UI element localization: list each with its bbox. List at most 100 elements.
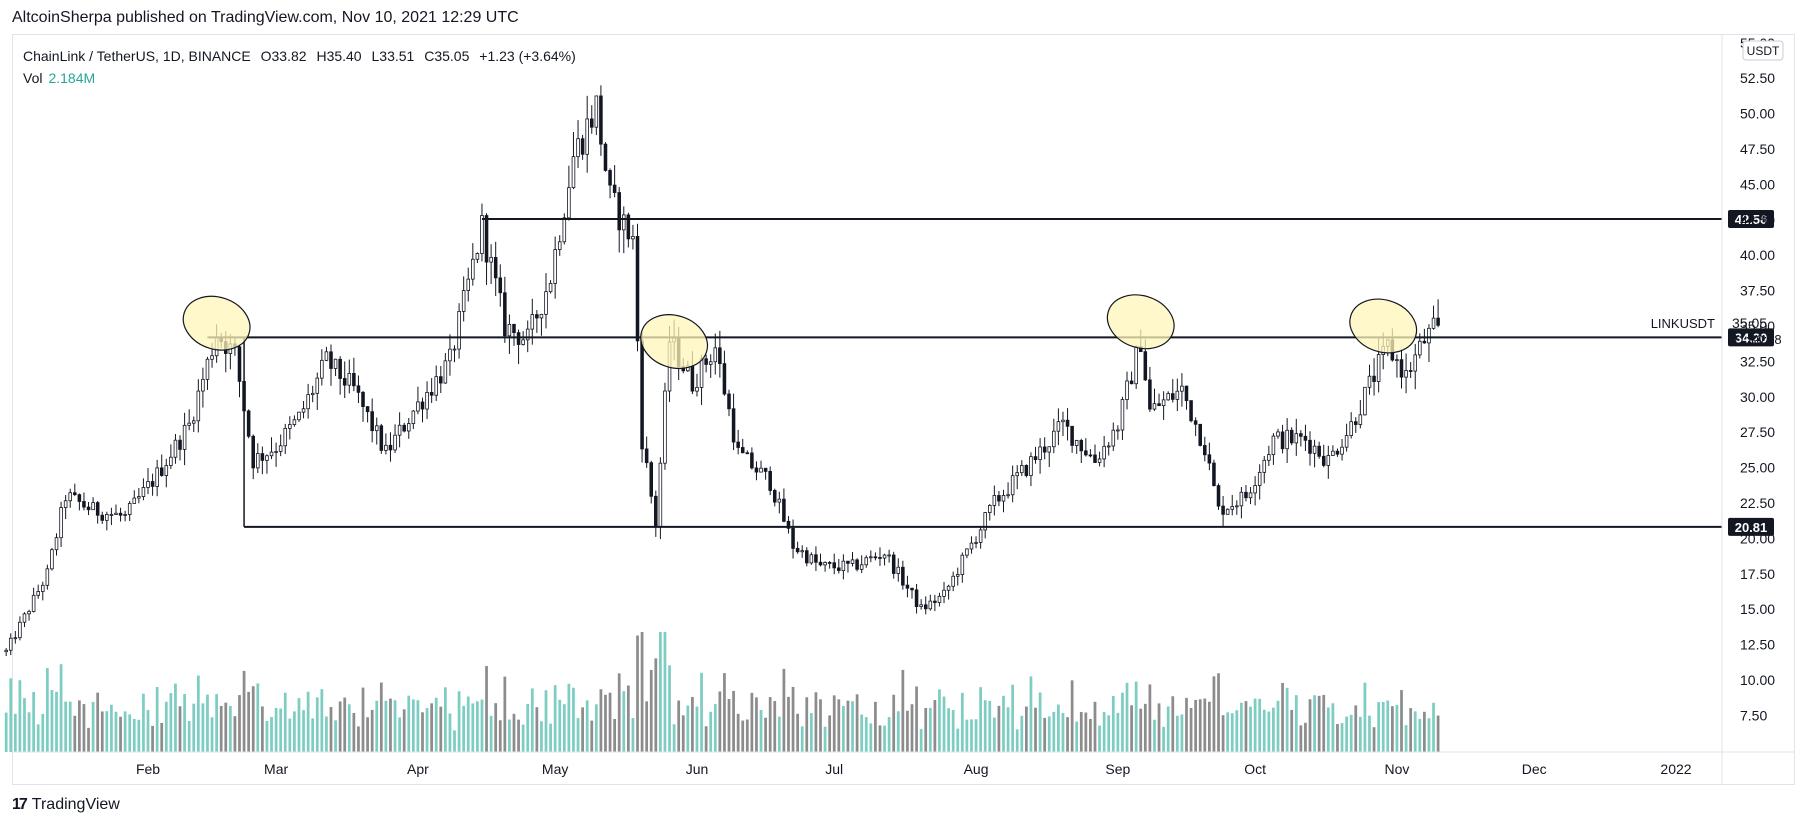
candle — [713, 333, 718, 375]
volume-bar — [521, 724, 525, 752]
volume-bar — [36, 724, 40, 752]
volume-bar — [503, 676, 507, 752]
candle — [594, 95, 599, 136]
candle — [1166, 391, 1170, 401]
horizontal-levels[interactable]: 42.56 34.20 20.81 — [207, 209, 1774, 536]
volume-bar — [1052, 711, 1056, 752]
candle — [265, 454, 269, 474]
candle — [1257, 464, 1262, 500]
highlight-ellipse[interactable] — [1343, 291, 1424, 361]
candle — [622, 206, 626, 254]
y-tick-label: 40.00 — [1740, 247, 1775, 263]
highlight-ellipse[interactable] — [634, 306, 715, 376]
volume-bar — [1070, 680, 1074, 752]
volume-bar — [123, 711, 127, 752]
volume-bar — [78, 700, 81, 752]
volume-bar — [1317, 695, 1321, 752]
volume-bar — [1235, 710, 1239, 752]
symbol-title[interactable]: ChainLink / TetherUS, 1D, BINANCE — [23, 48, 251, 64]
volume-bar — [745, 719, 749, 752]
candle — [1116, 425, 1120, 440]
volume-bar — [64, 701, 68, 752]
candle — [333, 358, 338, 377]
volume-label[interactable]: Vol — [23, 70, 43, 86]
candle — [187, 409, 191, 431]
volume-bar — [951, 709, 955, 752]
volume-bars — [4, 632, 1440, 752]
candle — [1267, 445, 1271, 467]
volume-bar — [448, 713, 452, 752]
candle — [1093, 444, 1097, 463]
volume-bar — [997, 705, 1001, 752]
volume-bar — [604, 694, 607, 752]
volume-bar — [476, 701, 479, 752]
volume-bar — [357, 726, 360, 752]
volume-bar — [1377, 702, 1381, 752]
time-scale[interactable]: Feb Mar Apr May Jun Jul Aug Sep Oct Nov Dec 2022 — [136, 761, 1692, 777]
volume-bar — [1029, 676, 1033, 752]
volume-bar — [375, 700, 379, 752]
volume-bar — [100, 711, 104, 752]
y-tick-label: 32.50 — [1740, 353, 1775, 369]
volume-bar — [819, 699, 822, 752]
footer-brand[interactable]: 17 TradingView — [12, 796, 120, 814]
volume-bar — [700, 672, 703, 752]
volume-bar — [1057, 704, 1060, 752]
highlight-ellipse[interactable] — [1100, 287, 1181, 357]
volume-bar — [1404, 725, 1408, 752]
volume-bar — [4, 712, 8, 752]
candle — [86, 501, 91, 516]
volume-bar — [645, 701, 649, 752]
volume-bar — [1272, 707, 1275, 752]
volume-bar — [389, 698, 392, 752]
svg-text:42.56: 42.56 — [1735, 212, 1768, 227]
bar-countdown: 11:30:58 — [1732, 332, 1782, 347]
volume-bar — [1102, 712, 1106, 752]
candle — [933, 594, 937, 612]
candle — [699, 354, 704, 406]
price-scale[interactable]: 55.0052.5050.0047.5045.0042.5040.0037.50… — [1740, 35, 1775, 724]
candle — [123, 510, 127, 522]
y-tick-label: 27.50 — [1740, 424, 1775, 440]
candle — [54, 533, 59, 556]
highlight-ellipse[interactable] — [176, 288, 257, 358]
volume-bar — [302, 710, 305, 752]
highlight-ellipses[interactable] — [176, 287, 1423, 377]
candle — [585, 95, 589, 173]
volume-bar — [809, 713, 813, 752]
volume-bar — [677, 700, 681, 752]
volume-bar — [1386, 700, 1390, 752]
volume-bar — [91, 701, 95, 752]
volume-bar — [283, 692, 287, 752]
chart-frame[interactable] — [12, 34, 1795, 785]
volume-bar — [1423, 711, 1426, 752]
candle — [1271, 433, 1276, 465]
candle — [910, 587, 914, 599]
volume-bar — [887, 717, 891, 752]
brand-name: TradingView — [31, 796, 120, 813]
candle — [535, 310, 539, 333]
candle — [18, 616, 22, 641]
last-price-label: 35.05 — [1732, 315, 1767, 331]
candle — [159, 454, 164, 477]
candle — [1038, 438, 1042, 474]
candle — [1088, 449, 1093, 458]
y-tick-label: 37.50 — [1740, 283, 1775, 299]
candle — [965, 548, 969, 559]
volume-bar — [928, 707, 932, 752]
candle — [727, 389, 731, 417]
price-labels: USDT LINKUSDT 35.05 11:30:58 — [1651, 40, 1784, 347]
candle — [114, 504, 118, 515]
volume-bar — [1294, 695, 1298, 752]
volume-bar — [860, 714, 864, 752]
candle — [1408, 362, 1413, 379]
candle — [644, 436, 649, 468]
volume-bar — [242, 670, 246, 752]
candle — [992, 485, 997, 516]
currency-badge[interactable] — [1742, 40, 1784, 61]
volume-bar — [960, 692, 964, 752]
candle — [782, 488, 786, 523]
volume-bar — [992, 717, 996, 752]
candle — [1317, 441, 1321, 459]
